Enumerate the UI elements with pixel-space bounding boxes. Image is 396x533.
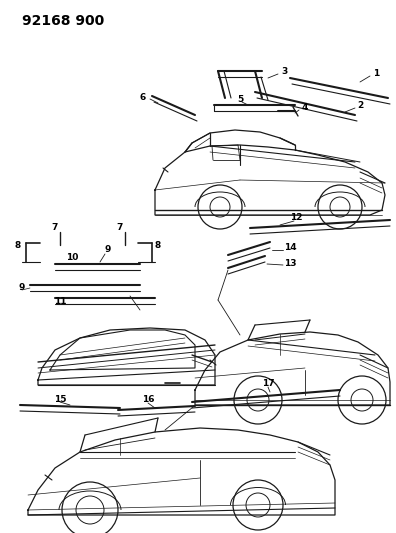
- Text: 13: 13: [284, 259, 296, 268]
- Text: 2: 2: [357, 101, 363, 109]
- Text: 4: 4: [302, 103, 308, 112]
- Text: 8: 8: [155, 241, 161, 251]
- Text: 8: 8: [15, 241, 21, 251]
- Text: 92168 900: 92168 900: [22, 14, 104, 28]
- Text: 12: 12: [290, 214, 302, 222]
- Text: 14: 14: [284, 244, 296, 253]
- Text: 17: 17: [262, 379, 274, 389]
- Text: 10: 10: [66, 254, 78, 262]
- Text: 15: 15: [54, 394, 66, 403]
- Text: 9: 9: [105, 246, 111, 254]
- Text: 7: 7: [117, 223, 123, 232]
- Text: 1: 1: [373, 69, 379, 77]
- Text: 3: 3: [282, 68, 288, 77]
- Text: 9: 9: [19, 282, 25, 292]
- Text: 11: 11: [54, 297, 66, 306]
- Text: 16: 16: [142, 395, 154, 405]
- Text: 6: 6: [140, 93, 146, 101]
- Text: 5: 5: [237, 94, 243, 103]
- Text: 7: 7: [52, 223, 58, 232]
